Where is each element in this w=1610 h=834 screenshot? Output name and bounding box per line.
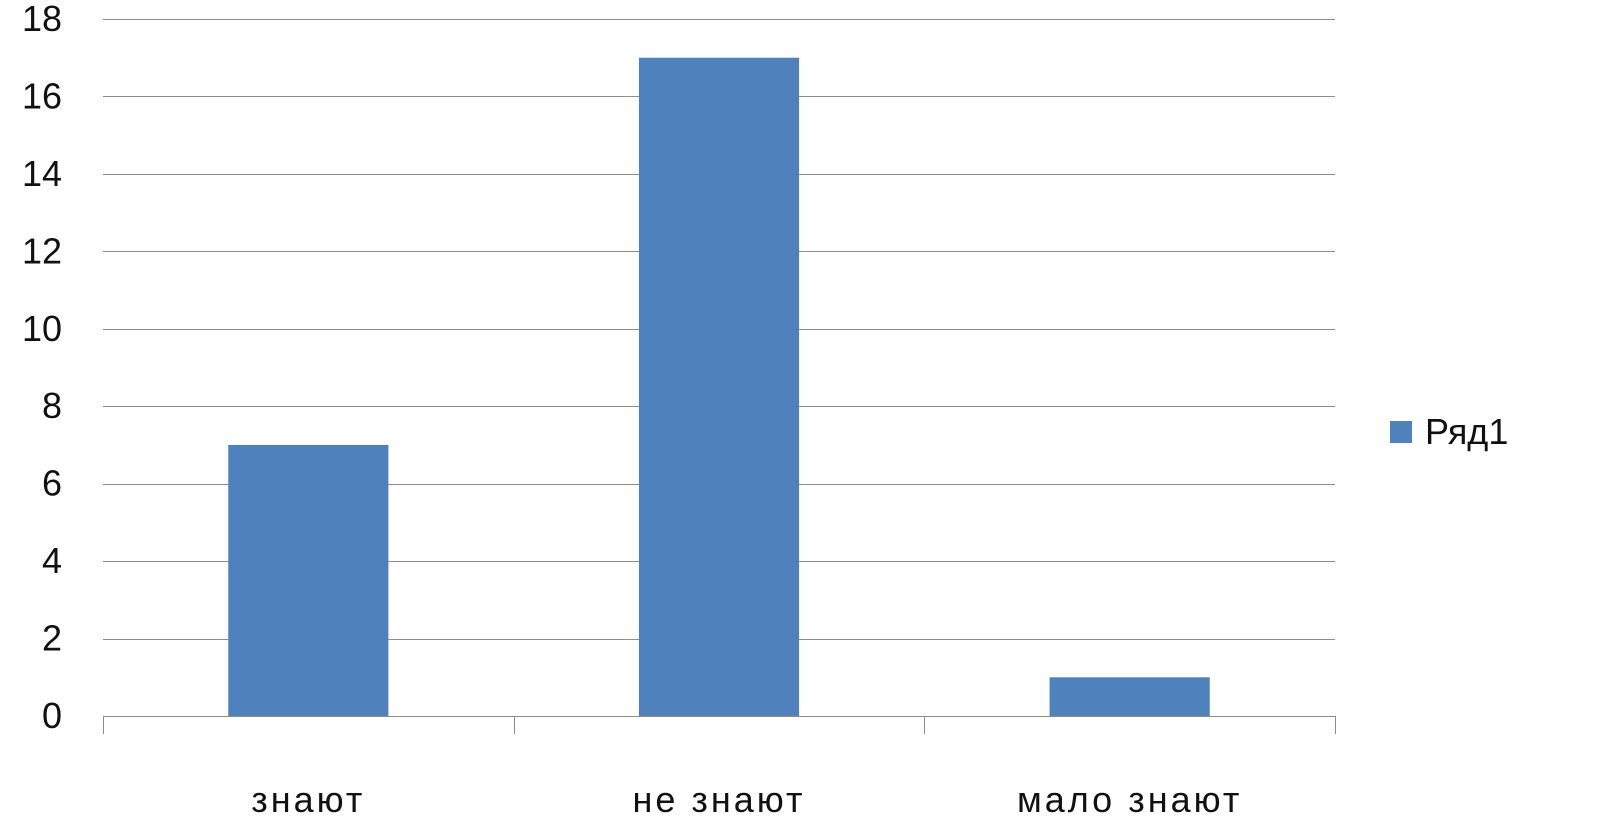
y-tick-label: 6 — [42, 463, 62, 504]
bars — [228, 57, 1210, 716]
y-tick-labels: 0 2 4 6 8 10 12 14 16 18 — [22, 0, 62, 736]
legend: Ряд1 — [1390, 411, 1508, 452]
legend-swatch — [1390, 421, 1412, 443]
legend-label: Ряд1 — [1425, 411, 1508, 452]
x-category-labels: знают не знают мало знают — [251, 779, 1242, 820]
y-tick-label: 12 — [22, 230, 62, 271]
bar-0 — [228, 444, 389, 716]
bar-1 — [638, 57, 800, 716]
y-tick-label: 18 — [22, 0, 62, 39]
x-category-label: не знают — [632, 779, 805, 820]
y-tick-label: 4 — [42, 540, 62, 581]
y-tick-label: 14 — [22, 153, 62, 194]
y-tick-label: 8 — [42, 385, 62, 426]
y-tick-label: 10 — [22, 308, 62, 349]
bar-2 — [1049, 677, 1210, 716]
y-tick-label: 16 — [22, 75, 62, 116]
axes — [103, 716, 1336, 734]
y-tick-label: 0 — [42, 695, 62, 736]
y-tick-label: 2 — [42, 618, 62, 659]
x-category-label: знают — [251, 779, 365, 820]
x-category-label: мало знают — [1017, 779, 1242, 820]
